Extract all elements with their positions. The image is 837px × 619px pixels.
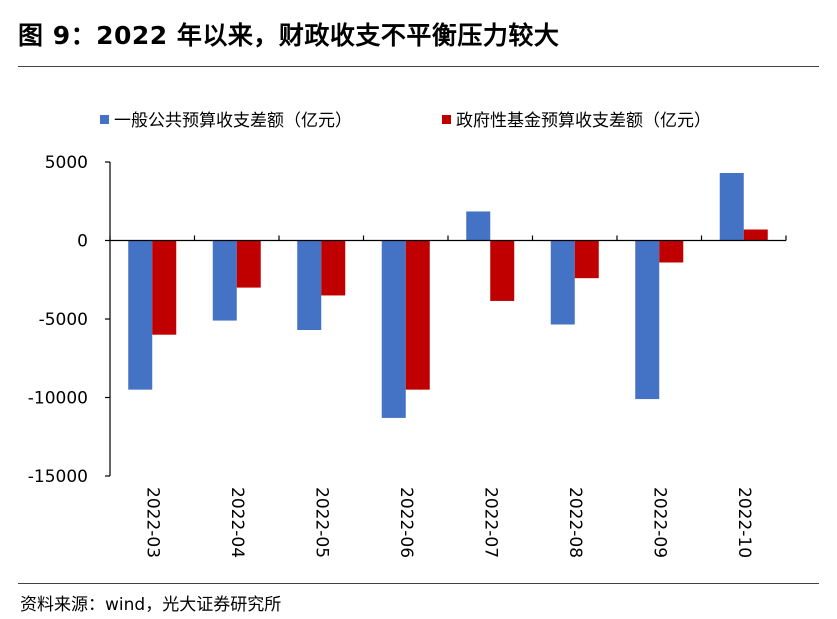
x-tick-label: 2022-04	[227, 487, 247, 558]
bar-2022-03-s1	[128, 240, 153, 390]
legend-label-1: 一般公共预算收支差额（亿元）	[114, 111, 352, 131]
y-tick-label: -10000	[28, 389, 88, 409]
x-tick-label: 2022-10	[734, 487, 754, 558]
bar-2022-08-s1	[550, 240, 575, 325]
legend-label-2: 政府性基金预算收支差额（亿元）	[456, 111, 711, 131]
bar-2022-10-s1	[719, 172, 744, 241]
y-axis: 5000 0 -5000 -10000 -15000	[28, 153, 111, 487]
bar-2022-09-s2	[659, 240, 684, 263]
legend-swatch-2	[442, 115, 451, 124]
bar-2022-05-s2	[321, 240, 346, 296]
x-axis: 2022-03 2022-04 2022-05 2022-06 2022-07 2022-…	[109, 235, 787, 558]
footer-divider	[18, 583, 819, 584]
bar-2022-07-s2	[490, 240, 515, 301]
y-tick-label: 0	[77, 232, 88, 252]
legend-swatch-1	[100, 115, 109, 124]
x-tick-label: 2022-07	[480, 487, 500, 558]
bar-2022-06-s1	[381, 240, 406, 418]
bar-2022-05-s1	[297, 240, 322, 330]
source-note: 资料来源：wind，光大证券研究所	[20, 595, 282, 615]
x-tick-label: 2022-09	[649, 487, 669, 558]
bar-2022-04-s2	[236, 240, 261, 288]
x-tick-label: 2022-05	[311, 487, 331, 558]
chart-legend: 一般公共预算收支差额（亿元） 政府性基金预算收支差额（亿元）	[100, 111, 711, 131]
bar-2022-06-s2	[405, 240, 430, 390]
bar-2022-07-s1	[466, 211, 491, 241]
x-tick-label: 2022-06	[396, 487, 416, 558]
bar-2022-04-s1	[212, 240, 237, 321]
bar-2022-10-s2	[743, 229, 768, 241]
x-tick-label: 2022-08	[565, 487, 585, 558]
title-divider	[18, 66, 819, 67]
y-tick-label: -5000	[39, 310, 88, 330]
bars-layer	[128, 172, 768, 418]
figure-title: 图 9：2022 年以来，财政收支不平衡压力较大	[18, 21, 560, 50]
bar-2022-08-s2	[574, 240, 599, 279]
bar-2022-09-s1	[635, 240, 660, 400]
y-tick-label: 5000	[45, 153, 88, 173]
y-tick-label: -15000	[28, 467, 88, 487]
x-tick-label: 2022-03	[142, 487, 162, 558]
bar-2022-03-s2	[152, 240, 177, 335]
